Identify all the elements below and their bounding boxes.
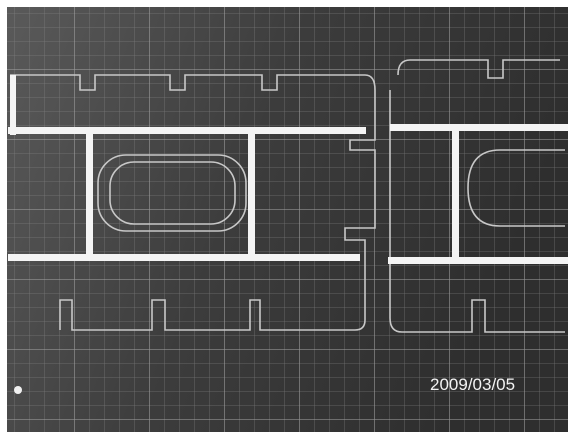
panel-outline (10, 74, 376, 331)
rail (8, 127, 366, 134)
scene: 2009/03/05 (7, 7, 568, 432)
grid-coarse (7, 7, 568, 432)
post (248, 132, 255, 256)
post (86, 132, 93, 256)
cutout (97, 154, 247, 232)
rail (8, 254, 360, 261)
speck (14, 386, 22, 394)
timestamp: 2009/03/05 (430, 375, 515, 394)
post (452, 129, 459, 259)
cutout (109, 161, 236, 225)
rail (388, 257, 568, 264)
rail (390, 124, 568, 131)
panel-outline (389, 59, 565, 333)
cutout (467, 149, 565, 227)
post (10, 75, 16, 135)
